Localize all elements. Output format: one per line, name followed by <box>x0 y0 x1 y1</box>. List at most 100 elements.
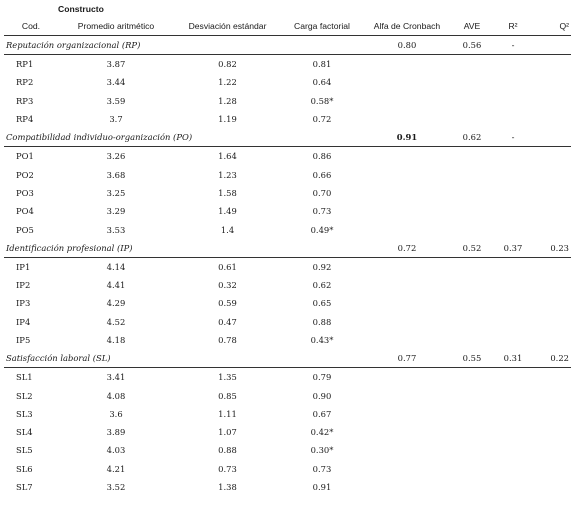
empty-cell <box>451 478 493 496</box>
empty-cell <box>533 423 571 441</box>
empty-cell <box>451 423 493 441</box>
item-loading: 0.30* <box>310 445 334 456</box>
empty-cell <box>451 147 493 166</box>
empty-cell <box>493 331 533 349</box>
table-row: IP3 4.29 0.59 0.65 <box>4 294 571 312</box>
table-row: IP2 4.41 0.32 0.62 <box>4 276 571 294</box>
section-name: Satisfacción laboral (SL) <box>4 349 363 369</box>
empty-cell <box>533 55 571 74</box>
table-row: SL1 3.41 1.35 0.79 <box>4 368 571 387</box>
col-header-alpha: Alfa de Cronbach <box>363 17 451 36</box>
item-sd: 1.11 <box>218 408 237 419</box>
empty-cell <box>493 405 533 423</box>
empty-cell <box>451 331 493 349</box>
empty-cell <box>451 460 493 478</box>
empty-cell <box>363 110 451 128</box>
item-mean: 3.29 <box>106 206 126 217</box>
item-loading: 0.79 <box>312 372 332 383</box>
empty-cell <box>363 313 451 331</box>
item-sd: 1.58 <box>218 187 237 198</box>
empty-cell <box>363 294 451 312</box>
col-header-sd: Desviación estándar <box>174 17 281 36</box>
empty-cell <box>533 110 571 128</box>
section-q2 <box>533 35 571 55</box>
empty-cell <box>363 460 451 478</box>
empty-cell <box>451 441 493 459</box>
empty-cell <box>363 257 451 276</box>
item-loading: 0.81 <box>312 59 332 70</box>
construct-header: Constructo <box>58 3 104 14</box>
item-mean: 3.89 <box>106 427 126 438</box>
item-sd: 0.47 <box>218 316 237 327</box>
item-loading: 0.43* <box>310 335 334 345</box>
empty-cell <box>363 147 451 166</box>
empty-cell <box>363 368 451 387</box>
table-row: SL3 3.6 1.11 0.67 <box>4 405 571 423</box>
item-sd: 1.28 <box>218 95 237 106</box>
section-alpha: 0.80 <box>363 35 451 55</box>
item-sd: 1.4 <box>220 224 235 235</box>
empty-cell <box>451 294 493 312</box>
item-loading: 0.65 <box>312 298 332 309</box>
empty-cell <box>451 92 493 110</box>
item-code: IP4 <box>16 316 31 327</box>
item-loading: 0.42* <box>310 427 334 438</box>
item-sd: 1.22 <box>218 77 237 88</box>
empty-cell <box>363 73 451 91</box>
item-mean: 3.26 <box>106 151 126 162</box>
item-loading: 0.73 <box>312 206 332 217</box>
table-row: RP1 3.87 0.82 0.81 <box>4 55 571 74</box>
item-sd: 0.61 <box>218 261 237 272</box>
empty-cell <box>451 55 493 74</box>
empty-cell <box>493 478 533 496</box>
empty-cell <box>493 368 533 387</box>
col-header-r2: R² <box>493 17 533 36</box>
table-row: PO1 3.26 1.64 0.86 <box>4 147 571 166</box>
item-loading: 0.66 <box>312 169 332 180</box>
item-code: PO2 <box>16 169 34 180</box>
item-loading: 0.70 <box>312 187 332 198</box>
item-sd: 0.85 <box>218 390 237 401</box>
empty-cell <box>493 294 533 312</box>
item-code: SL6 <box>16 463 33 474</box>
item-mean: 3.44 <box>106 77 126 88</box>
section-r2: - <box>493 128 533 148</box>
section-ave: 0.55 <box>451 349 493 369</box>
empty-cell <box>493 276 533 294</box>
empty-cell <box>493 55 533 74</box>
empty-cell <box>451 184 493 202</box>
table-row: PO2 3.68 1.23 0.66 <box>4 165 571 183</box>
item-sd: 1.19 <box>218 114 237 125</box>
empty-cell <box>363 276 451 294</box>
section-name: Identificación profesional (IP) <box>4 238 363 258</box>
reliability-table: Constructo Cod. Promedio aritmético Desv… <box>4 0 571 496</box>
empty-cell <box>451 73 493 91</box>
empty-cell <box>363 478 451 496</box>
item-code: SL7 <box>16 482 33 493</box>
table-row: IP1 4.14 0.61 0.92 <box>4 257 571 276</box>
section-r2: 0.37 <box>493 238 533 258</box>
empty-cell <box>363 386 451 404</box>
item-code: PO1 <box>16 151 34 162</box>
section-ave: 0.56 <box>451 35 493 55</box>
item-code: SL1 <box>16 372 33 383</box>
section-r2: - <box>493 35 533 55</box>
item-mean: 4.14 <box>106 261 126 272</box>
table-row: RP3 3.59 1.28 0.58* <box>4 92 571 110</box>
section-name: Compatibilidad individuo-organización (P… <box>4 128 363 148</box>
item-sd: 0.59 <box>218 298 237 309</box>
item-mean: 4.41 <box>106 280 126 291</box>
empty-cell <box>533 405 571 423</box>
empty-cell <box>493 165 533 183</box>
empty-cell <box>533 276 571 294</box>
empty-cell <box>493 313 533 331</box>
table-row: SL6 4.21 0.73 0.73 <box>4 460 571 478</box>
empty-cell <box>363 405 451 423</box>
empty-cell <box>533 73 571 91</box>
item-mean: 3.6 <box>109 408 123 419</box>
item-code: SL3 <box>16 408 33 419</box>
section-alpha: 0.77 <box>363 349 451 369</box>
section-alpha: 0.91 <box>363 128 451 148</box>
table-row: IP5 4.18 0.78 0.43* <box>4 331 571 349</box>
